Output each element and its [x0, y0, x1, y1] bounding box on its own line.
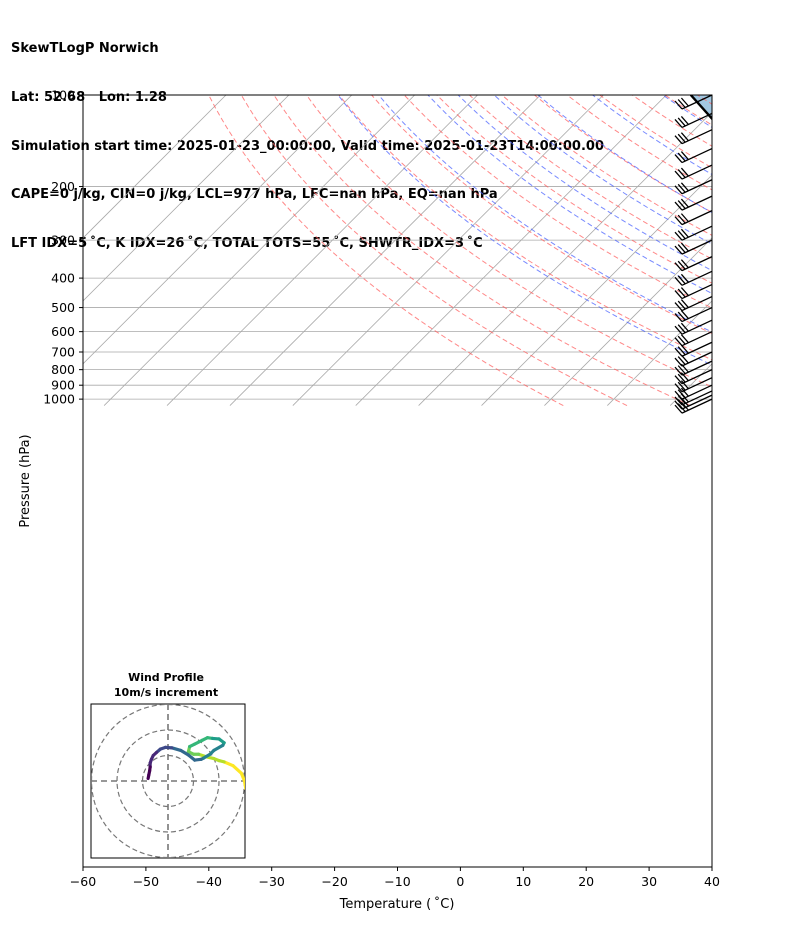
wind-barb — [674, 369, 713, 385]
wind-barbs-layer — [674, 94, 713, 414]
y-tick-label: 1000 — [43, 392, 75, 407]
wind-barb — [674, 331, 713, 347]
inset-subtitle: 10m/s increment — [114, 686, 218, 699]
wind-barb — [674, 195, 713, 211]
inset-title: Wind Profile — [128, 671, 204, 684]
wind-barb — [674, 283, 713, 300]
dry-adiabat-line — [632, 95, 712, 147]
dry-adiabat-line — [240, 95, 628, 407]
isotherm-gridline — [481, 174, 712, 406]
moist-adiabat-line — [592, 95, 712, 176]
title-line-indices-2: LFT IDX=5 ˚C, K IDX=26 ˚C, TOTAL TOTS=55… — [11, 236, 604, 252]
moist-adiabat-line — [755, 95, 794, 406]
wind-barb — [674, 270, 713, 286]
wind-barb — [674, 94, 713, 110]
title-line-indices-2-text: LFT IDX=5 ˚C, K IDX=26 ˚C, TOTAL TOTS=55… — [11, 235, 483, 251]
isotherm-gridline — [607, 300, 712, 406]
wind-barb — [674, 319, 713, 335]
wind-barb — [674, 147, 713, 164]
x-tick-label: −30 — [259, 874, 285, 889]
y-axis-label: Pressure (hPa) — [18, 434, 33, 527]
y-tick-label: 300 — [51, 233, 75, 248]
hodograph-segment — [146, 773, 151, 781]
y-tick-label: 500 — [51, 300, 75, 315]
x-tick-label: −40 — [196, 874, 222, 889]
x-tick-label: −10 — [384, 874, 410, 889]
wind-barb — [674, 377, 713, 393]
x-tick-label: 20 — [578, 874, 594, 889]
axes-layer: −60 −50 −40 −30 −20 −10 0 10 20 30 40 100 200 300 400 5… — [43, 88, 720, 890]
isotherm-gridline — [544, 237, 712, 406]
moist-adiabat-line — [337, 95, 712, 366]
hodograph-ring — [116, 729, 220, 833]
y-tick-label: 600 — [51, 324, 75, 339]
title-line-location: Lat: 52.68 Lon: 1.28 — [11, 90, 167, 105]
moist-adiabat-line — [378, 95, 712, 333]
x-axis-label: Temperature ( ˚C) — [339, 896, 455, 912]
isotherm-gridline — [83, 95, 353, 365]
isotherm-gridline — [292, 95, 604, 406]
wind-barb — [674, 239, 713, 255]
wind-profile-inset: Wind Profile 10m/s increment — [90, 671, 246, 859]
x-tick-label: −60 — [70, 874, 96, 889]
wind-barb — [674, 210, 713, 226]
x-tick-label: 40 — [704, 874, 720, 889]
y-tick-label: 100 — [51, 88, 75, 103]
y-tick-label: 200 — [51, 179, 75, 194]
hodograph-segment — [231, 764, 244, 775]
isotherm-gridline — [733, 95, 794, 406]
dry-adiabat-line — [306, 95, 712, 388]
wind-barb — [674, 164, 713, 180]
dry-adiabat-line — [501, 95, 712, 236]
wind-barb — [674, 295, 713, 312]
wind-barb — [674, 398, 713, 414]
moist-adiabat-line — [537, 95, 712, 214]
y-tick-label: 800 — [51, 362, 75, 377]
x-tick-label: −20 — [321, 874, 347, 889]
x-tick-label: 0 — [456, 874, 464, 889]
x-tick-label: −50 — [133, 874, 159, 889]
hodograph-segment — [212, 743, 225, 753]
wind-barb — [674, 225, 713, 241]
y-tick-label: 900 — [51, 378, 75, 393]
mixing-ratio-line — [752, 332, 789, 406]
wind-barb — [674, 360, 713, 376]
isotherm-gridline — [166, 95, 478, 406]
dry-adiabat-line — [371, 95, 712, 335]
isotherm-grid-layer — [83, 95, 794, 406]
x-tick-label: 30 — [641, 874, 657, 889]
dry-adiabat-line — [730, 95, 794, 406]
dry-adiabat-line — [338, 95, 712, 361]
dry-adiabat-line — [763, 95, 794, 406]
dry-adiabat-line — [208, 95, 564, 407]
wind-barb — [674, 351, 713, 367]
dry-adiabat-line — [273, 95, 692, 407]
wind-barb — [674, 179, 713, 195]
dry-adiabat-line — [436, 95, 712, 284]
isotherm-gridline — [83, 95, 290, 302]
wind-barb — [674, 129, 713, 145]
isotherm-gridline — [355, 95, 667, 406]
title-line-station: SkewTLogP Norwich — [11, 41, 159, 57]
wind-barb — [674, 306, 713, 323]
isotherm-gridline — [103, 95, 415, 406]
moist-adiabat-line — [457, 95, 712, 272]
adiabat-lines-layer — [208, 95, 794, 407]
wind-barb — [674, 384, 713, 400]
wind-barb — [674, 112, 713, 129]
hodograph-segment — [222, 760, 235, 768]
moist-adiabat-line — [493, 95, 712, 245]
dry-adiabat-line — [403, 95, 712, 309]
moist-adiabat-line — [427, 95, 712, 295]
y-tick-label: 400 — [51, 271, 75, 286]
wind-barb — [674, 256, 713, 272]
wind-barb — [674, 341, 713, 357]
y-tick-label: 700 — [51, 345, 75, 360]
chart-title-block: SkewTLogP Norwich Lat: 52.68 Lon: 1.28 S… — [11, 9, 604, 268]
isotherm-gridline — [229, 95, 541, 406]
x-tick-label: 10 — [515, 874, 531, 889]
isotherm-gridline — [83, 95, 227, 239]
